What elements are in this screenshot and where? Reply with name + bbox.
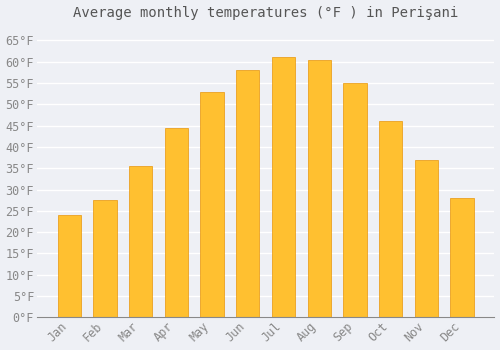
Bar <box>308 60 331 317</box>
Bar <box>272 57 295 317</box>
Bar <box>236 70 260 317</box>
Bar <box>379 121 402 317</box>
Bar <box>165 128 188 317</box>
Bar <box>344 83 366 317</box>
Bar <box>58 215 81 317</box>
Bar <box>450 198 473 317</box>
Bar <box>414 160 438 317</box>
Title: Average monthly temperatures (°F ) in Perişani: Average monthly temperatures (°F ) in Pe… <box>73 6 458 20</box>
Bar <box>200 92 224 317</box>
Bar <box>129 166 152 317</box>
Bar <box>94 200 116 317</box>
